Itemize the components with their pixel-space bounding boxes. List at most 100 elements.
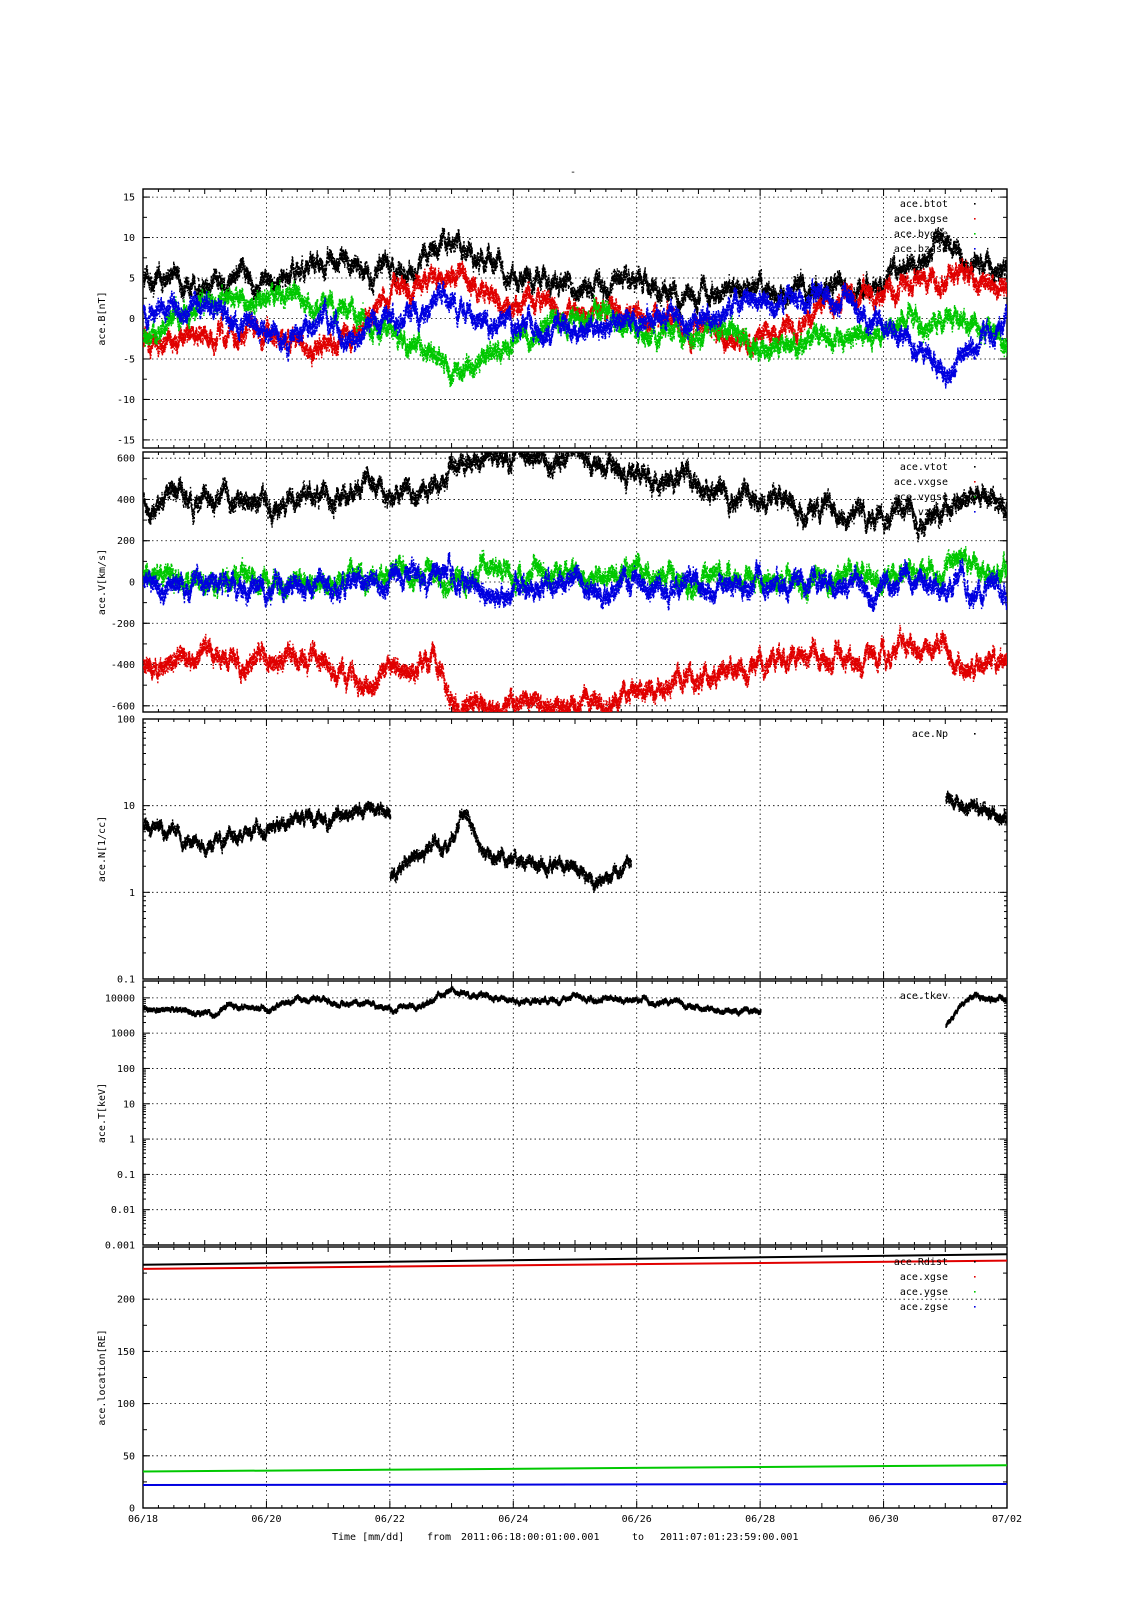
legend-marker [974, 995, 976, 997]
y-tick-label: 100 [117, 715, 135, 726]
legend-label: ace.zgse [900, 1302, 948, 1313]
to-value: 2011:07:01:23:59:00.001 [660, 1532, 798, 1543]
header-mark: - [570, 167, 576, 178]
x-axis-label: Time [mm/dd] [332, 1532, 404, 1543]
legend-marker [974, 466, 976, 468]
y-tick-label: -200 [111, 619, 135, 630]
y-tick-label: 0.001 [105, 1241, 135, 1252]
y-tick-label: 150 [117, 1347, 135, 1358]
y-tick-label: 10 [123, 233, 135, 244]
legend: ace.btot ace.bxgse ace.bygse ace.bzgse [894, 199, 976, 255]
y-tick-label: 600 [117, 454, 135, 465]
plot-frame [143, 981, 1007, 1245]
y-axis-label: ace.location[RE] [97, 1329, 108, 1425]
y-tick-label: 200 [117, 536, 135, 547]
y-tick-label: 1 [129, 1135, 135, 1146]
series-ace-zgse [143, 1484, 1007, 1485]
legend-label: ace.bxgse [894, 214, 948, 225]
legend-label: ace.btot [900, 199, 948, 210]
y-tick-label: 100 [117, 1399, 135, 1410]
y-tick-label: -600 [111, 701, 135, 712]
x-tick-label: 06/22 [375, 1514, 405, 1525]
legend-marker [974, 1306, 976, 1308]
series-ace-vxgse [143, 626, 1008, 723]
series-line [143, 1261, 1007, 1269]
y-tick-label: -10 [117, 395, 135, 406]
y-tick-label: 0 [129, 1504, 135, 1515]
y-tick-label: -400 [111, 660, 135, 671]
x-tick-label: 06/26 [622, 1514, 652, 1525]
y-axis-label: ace.N[1/cc] [97, 816, 108, 882]
series-points [143, 987, 762, 1018]
footer: Time [mm/dd] from 2011:06:18:00:01:00.00… [332, 1532, 798, 1543]
series-points [390, 809, 632, 892]
series-ace-tkev [143, 987, 1008, 1028]
legend-marker [974, 1276, 976, 1278]
legend-marker [974, 218, 976, 220]
panel-1: -15 -10 -5 0 5 10 15 ace.B[nT] ace.btot ace.bxgse… [97, 189, 1008, 448]
series-points [143, 435, 1008, 541]
legend-label: ace.xgse [900, 1272, 948, 1283]
x-tick-label: 06/18 [128, 1514, 158, 1525]
y-tick-label: 0.1 [117, 1170, 135, 1181]
legend-label: ace.vzgse [894, 507, 948, 518]
from-value: 2011:06:18:00:01:00.001 [461, 1532, 599, 1543]
series-ace-xgse [143, 1261, 1007, 1269]
series-ace-vtot [143, 435, 1008, 541]
panel-4: 0.0010.010.1110100100010000ace.T[keV]ace… [97, 981, 1008, 1252]
panel-2: -600 -400 -200 0 200 400 600 ace.V[km/s] ace.vto… [97, 435, 1008, 722]
series-points [143, 626, 1008, 723]
legend-label: ace.Rdist [894, 1257, 948, 1268]
legend-marker [974, 481, 976, 483]
series-ace-np [143, 791, 1008, 892]
series-points [143, 802, 391, 857]
series-ace-rdist [143, 1254, 1007, 1264]
legend-marker [974, 233, 976, 235]
legend-label: ace.vtot [900, 462, 948, 473]
legend-label: ace.bzgse [894, 244, 948, 255]
y-axis-label: ace.B[nT] [97, 291, 108, 345]
y-tick-label: 400 [117, 495, 135, 506]
plot-frame [143, 719, 1007, 979]
legend: ace.Np [912, 729, 976, 740]
y-tick-label: -15 [117, 435, 135, 446]
x-tick-label: 06/24 [498, 1514, 528, 1525]
legend: ace.Rdist ace.xgse ace.ygse ace.zgse [894, 1257, 976, 1313]
legend-marker [974, 733, 976, 735]
y-tick-label: 1000 [111, 1029, 135, 1040]
series-ace-ygse [143, 1465, 1007, 1471]
y-axis-label: ace.V[km/s] [97, 549, 108, 615]
series-line [143, 1465, 1007, 1471]
legend-marker [974, 1261, 976, 1263]
series-points [945, 791, 1008, 824]
y-tick-label: 10 [123, 801, 135, 812]
legend-label: ace.bygse [894, 229, 948, 240]
from-label: from [427, 1532, 451, 1543]
legend-label: ace.Np [912, 729, 948, 740]
y-tick-label: 0 [129, 578, 135, 589]
y-tick-label: 50 [123, 1451, 135, 1462]
legend-label: ace.ygse [900, 1287, 948, 1298]
y-tick-label: 15 [123, 193, 135, 204]
x-tick-label: 06/28 [745, 1514, 775, 1525]
legend-marker [974, 203, 976, 205]
y-tick-label: 0.1 [117, 975, 135, 986]
legend-marker [974, 248, 976, 250]
y-tick-label: 0 [129, 314, 135, 325]
legend-marker [974, 1291, 976, 1293]
y-axis-label: ace.T[keV] [97, 1083, 108, 1143]
y-tick-label: 10000 [105, 993, 135, 1004]
y-tick-label: 5 [129, 274, 135, 285]
series-line [143, 1484, 1007, 1485]
legend-marker [974, 511, 976, 513]
legend-marker [974, 496, 976, 498]
x-tick-label: 07/02 [992, 1514, 1022, 1525]
y-tick-label: 0.01 [111, 1205, 135, 1216]
y-tick-label: 200 [117, 1295, 135, 1306]
y-tick-label: 100 [117, 1064, 135, 1075]
y-tick-label: -5 [123, 354, 135, 365]
legend-label: ace.vygse [894, 492, 948, 503]
